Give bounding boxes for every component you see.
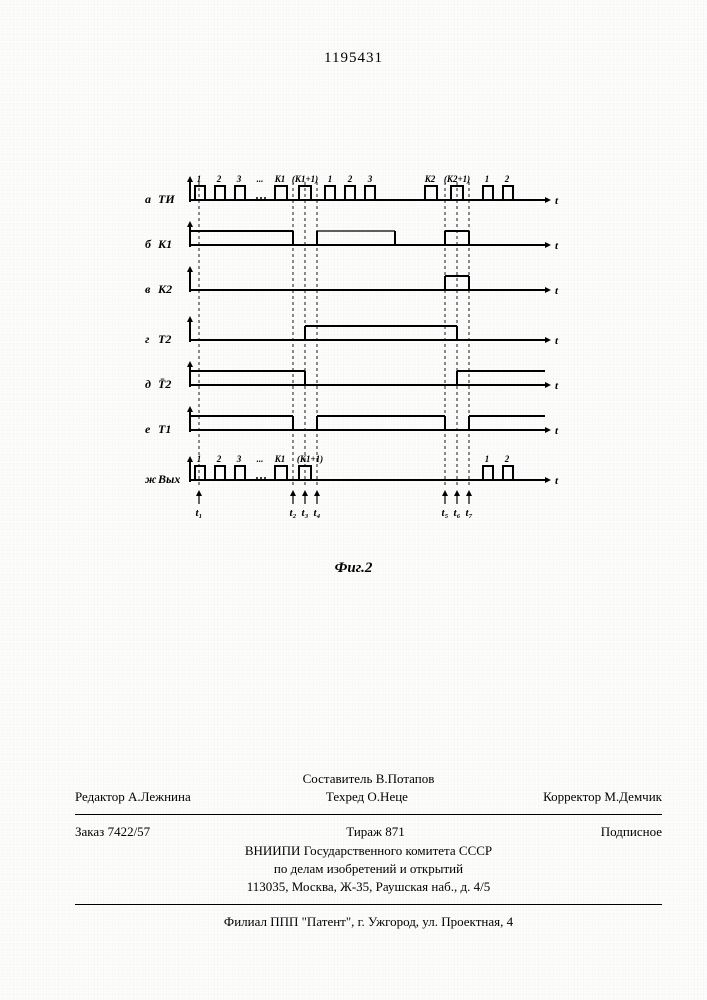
svg-text:...: ... <box>257 174 264 184</box>
org-line-2: по делам изобретений и открытий <box>75 860 662 878</box>
svg-text:t₆: t₆ <box>454 507 461 519</box>
svg-text:t₃: t₃ <box>302 507 309 519</box>
hr <box>75 814 662 815</box>
hr2 <box>75 904 662 905</box>
svg-text:2: 2 <box>504 174 510 184</box>
order-cell: Заказ 7422/57 <box>75 823 150 841</box>
svg-text:1: 1 <box>328 174 333 184</box>
svg-text:2: 2 <box>216 174 222 184</box>
svg-text:(К1+1): (К1+1) <box>297 454 323 464</box>
svg-text:ТИ: ТИ <box>158 192 175 206</box>
editor-label: Редактор <box>75 789 125 804</box>
svg-text:К2: К2 <box>424 174 436 184</box>
svg-text:К1: К1 <box>274 454 286 464</box>
tirage-cell: Тираж 871 <box>346 823 405 841</box>
svg-text:(К1+1): (К1+1) <box>292 174 318 184</box>
svg-text:3: 3 <box>236 454 242 464</box>
svg-text:2: 2 <box>216 454 222 464</box>
techred-label: Техред <box>326 789 364 804</box>
svg-text:t: t <box>555 285 559 297</box>
svg-text:д: д <box>145 377 151 391</box>
order-value: 7422/57 <box>108 824 151 839</box>
tirage-label: Тираж <box>346 824 382 839</box>
svg-text:К1: К1 <box>274 174 286 184</box>
svg-text:2: 2 <box>504 454 510 464</box>
svg-text:3: 3 <box>236 174 242 184</box>
branch-line: Филиал ППП "Патент", г. Ужгород, ул. Про… <box>75 913 662 931</box>
figure-caption: Фиг.2 <box>0 560 707 577</box>
techred-name: О.Неце <box>367 789 408 804</box>
corrector-cell: Корректор М.Демчик <box>543 788 662 806</box>
svg-text:t₄: t₄ <box>314 507 321 519</box>
svg-text:Вых: Вых <box>157 472 180 486</box>
svg-text:t: t <box>555 240 559 252</box>
svg-text:1: 1 <box>197 454 202 464</box>
order-row: Заказ 7422/57 Тираж 871 Подписное <box>75 823 662 841</box>
svg-text:г: г <box>145 332 150 346</box>
svg-text:a: a <box>145 192 151 206</box>
svg-text:3: 3 <box>367 174 373 184</box>
svg-text:е: е <box>145 422 151 436</box>
svg-text:К2: К2 <box>157 282 172 296</box>
svg-text:1: 1 <box>485 454 490 464</box>
svg-text:Т1: Т1 <box>158 422 171 436</box>
subscription-cell: Подписное <box>601 823 662 841</box>
editor-cell: Редактор А.Лежнина <box>75 788 191 806</box>
svg-text:в: в <box>145 282 151 296</box>
compiler-label: Составитель <box>303 771 373 786</box>
svg-text:t₁: t₁ <box>196 507 203 519</box>
staff-row: Редактор А.Лежнина Техред О.Неце Коррект… <box>75 788 662 806</box>
addr-line: 113035, Москва, Ж-35, Раушская наб., д. … <box>75 878 662 896</box>
order-label: Заказ <box>75 824 104 839</box>
svg-text:1: 1 <box>197 174 202 184</box>
svg-text:Т2: Т2 <box>158 332 171 346</box>
svg-text:2: 2 <box>347 174 353 184</box>
svg-text:t: t <box>555 380 559 392</box>
editor-name: А.Лежнина <box>128 789 191 804</box>
footer-block: Составитель В.Потапов Редактор А.Лежнина… <box>75 770 662 931</box>
svg-text:t: t <box>555 195 559 207</box>
svg-text:t: t <box>555 425 559 437</box>
svg-text:(К2+1): (К2+1) <box>444 174 470 184</box>
svg-text:t: t <box>555 475 559 487</box>
svg-text:t₇: t₇ <box>466 507 473 519</box>
svg-text:К1: К1 <box>157 237 172 251</box>
svg-text:T̄2: T̄2 <box>158 377 171 391</box>
svg-text:t₂: t₂ <box>290 507 297 519</box>
page: 1195431 t a ТИ t б К1 t в К2 t г Т2 t д T̄2 t е Т1 t жВых 1 2… <box>0 0 707 1000</box>
timing-diagram-svg: t a ТИ t б К1 t в К2 t г Т2 t д T̄2 t е Т1 t жВых 1 2 3... К1 (К… <box>135 170 575 550</box>
svg-text:б: б <box>145 237 152 251</box>
timing-diagram: t a ТИ t б К1 t в К2 t г Т2 t д T̄2 t е Т1 t жВых 1 2 3... К1 (К… <box>135 170 575 555</box>
svg-text:t: t <box>555 335 559 347</box>
compiler-line: Составитель В.Потапов <box>75 770 662 788</box>
document-number: 1195431 <box>0 50 707 67</box>
techred-cell: Техред О.Неце <box>326 788 408 806</box>
tirage-value: 871 <box>385 824 405 839</box>
org-line-1: ВНИИПИ Государственного комитета СССР <box>75 842 662 860</box>
corrector-label: Корректор <box>543 789 601 804</box>
svg-text:1: 1 <box>485 174 490 184</box>
corrector-name: М.Демчик <box>604 789 662 804</box>
svg-text:t₅: t₅ <box>442 507 449 519</box>
compiler-name: В.Потапов <box>376 771 435 786</box>
svg-text:...: ... <box>257 454 264 464</box>
svg-text:ж: ж <box>145 472 157 486</box>
